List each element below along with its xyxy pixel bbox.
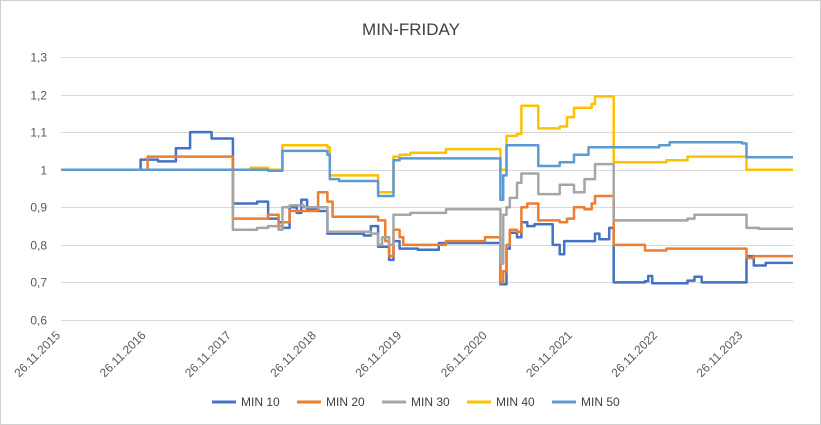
series-line-4 bbox=[61, 95, 793, 194]
y-tick-label: 0,8 bbox=[30, 239, 47, 253]
x-tick-label: 26.11.2015 bbox=[11, 328, 63, 380]
y-tick-label: 0,6 bbox=[30, 314, 47, 328]
y-tick-label: 0,7 bbox=[30, 276, 47, 290]
chart-title: MIN-FRIDAY bbox=[362, 20, 460, 39]
x-tick-label: 26.11.2019 bbox=[353, 328, 405, 380]
series-lines bbox=[61, 95, 793, 286]
series-line-3 bbox=[61, 162, 793, 265]
y-tick-label: 1,2 bbox=[30, 89, 47, 103]
y-tick-label: 1,1 bbox=[30, 126, 47, 140]
x-tick-label: 26.11.2017 bbox=[182, 328, 234, 380]
x-tick-label: 26.11.2023 bbox=[694, 328, 746, 380]
series-line-2 bbox=[61, 155, 793, 284]
x-tick-label: 26.11.2022 bbox=[608, 328, 660, 380]
gridlines bbox=[61, 57, 793, 321]
legend-label: MIN 20 bbox=[326, 395, 365, 409]
legend-label: MIN 50 bbox=[581, 395, 620, 409]
x-tick-label: 26.11.2020 bbox=[438, 328, 490, 380]
y-axis-ticks: 0,6 0,7 0,8 0,9 1 1,1 1,2 1,3 bbox=[30, 51, 47, 328]
y-tick-label: 1 bbox=[40, 164, 47, 178]
y-tick-label: 0,9 bbox=[30, 201, 47, 215]
legend-label: MIN 30 bbox=[411, 395, 450, 409]
x-tick-label: 26.11.2018 bbox=[267, 328, 319, 380]
y-tick-label: 1,3 bbox=[30, 51, 47, 65]
legend: MIN 10 MIN 20 MIN 30 MIN 40 MIN 50 bbox=[212, 395, 620, 409]
legend-label: MIN 10 bbox=[241, 395, 280, 409]
x-axis-ticks: 26.11.2015 26.11.2016 26.11.2017 26.11.2018… bbox=[11, 328, 745, 380]
series-line-1 bbox=[61, 130, 793, 286]
legend-label: MIN 40 bbox=[496, 395, 535, 409]
x-tick-label: 26.11.2016 bbox=[97, 328, 149, 380]
x-tick-label: 26.11.2021 bbox=[523, 328, 575, 380]
series-line-5 bbox=[61, 141, 793, 202]
